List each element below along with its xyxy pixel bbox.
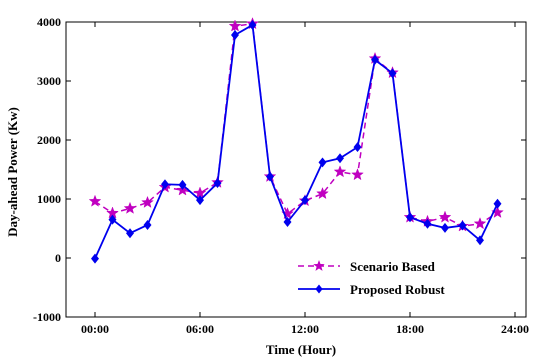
data-point-diamond <box>161 179 169 190</box>
data-point-star <box>123 201 137 214</box>
y-axis-label: Day-ahead Power (Kw) <box>5 107 20 237</box>
data-point-diamond <box>248 19 257 30</box>
data-point-diamond <box>423 218 432 229</box>
data-point-diamond <box>213 178 222 189</box>
data-point-diamond <box>231 29 239 40</box>
data-point-diamond <box>441 222 449 233</box>
data-point-star <box>438 210 452 223</box>
x-axis-ticks: 00:00 06:00 12:00 18:00 24:00 <box>81 22 529 336</box>
data-point-diamond <box>388 68 397 79</box>
data-point-star <box>228 19 242 32</box>
y-tick-label: -1000 <box>33 310 61 324</box>
data-point-diamond <box>476 235 484 246</box>
data-point-diamond <box>318 157 327 168</box>
data-point-diamond <box>406 212 414 223</box>
x-tick-label: 12:00 <box>291 322 319 336</box>
x-tick-label: 06:00 <box>186 322 214 336</box>
y-tick-label: 4000 <box>37 15 61 29</box>
legend: Scenario Based Proposed Robust <box>298 259 445 297</box>
data-point-diamond <box>353 142 362 153</box>
data-point-star <box>333 165 347 178</box>
legend-marker-scenario <box>313 260 325 271</box>
data-point-diamond <box>493 198 502 209</box>
data-point-diamond <box>266 171 274 182</box>
data-point-diamond <box>126 228 134 239</box>
data-point-diamond <box>301 195 309 206</box>
x-tick-label: 18:00 <box>396 322 424 336</box>
y-tick-label: 2000 <box>37 133 61 147</box>
data-point-star <box>88 194 102 207</box>
data-point-diamond <box>178 179 187 190</box>
y-axis-ticks: -1000 0 1000 2000 3000 4000 <box>33 15 526 324</box>
data-point-star <box>141 195 154 208</box>
data-point-diamond <box>108 214 117 225</box>
legend-label-robust: Proposed Robust <box>350 282 445 297</box>
legend-label-scenario: Scenario Based <box>350 259 436 274</box>
data-point-diamond <box>458 220 467 231</box>
x-tick-label: 24:00 <box>501 322 529 336</box>
data-point-diamond <box>196 195 204 206</box>
plot-area <box>65 21 527 318</box>
data-point-star <box>351 168 364 181</box>
x-tick-label: 00:00 <box>81 322 109 336</box>
legend-marker-robust <box>315 284 323 294</box>
series-layer <box>88 17 504 264</box>
data-point-diamond <box>91 253 99 264</box>
data-point-diamond <box>143 219 152 230</box>
x-axis-label: Time (Hour) <box>266 342 336 357</box>
y-tick-label: 1000 <box>37 192 61 206</box>
data-point-star <box>316 186 329 200</box>
y-tick-label: 0 <box>55 251 61 265</box>
data-point-diamond <box>283 217 292 227</box>
y-tick-label: 3000 <box>37 74 61 88</box>
data-point-diamond <box>336 153 344 164</box>
data-point-diamond <box>371 54 379 65</box>
data-point-star <box>473 217 487 230</box>
